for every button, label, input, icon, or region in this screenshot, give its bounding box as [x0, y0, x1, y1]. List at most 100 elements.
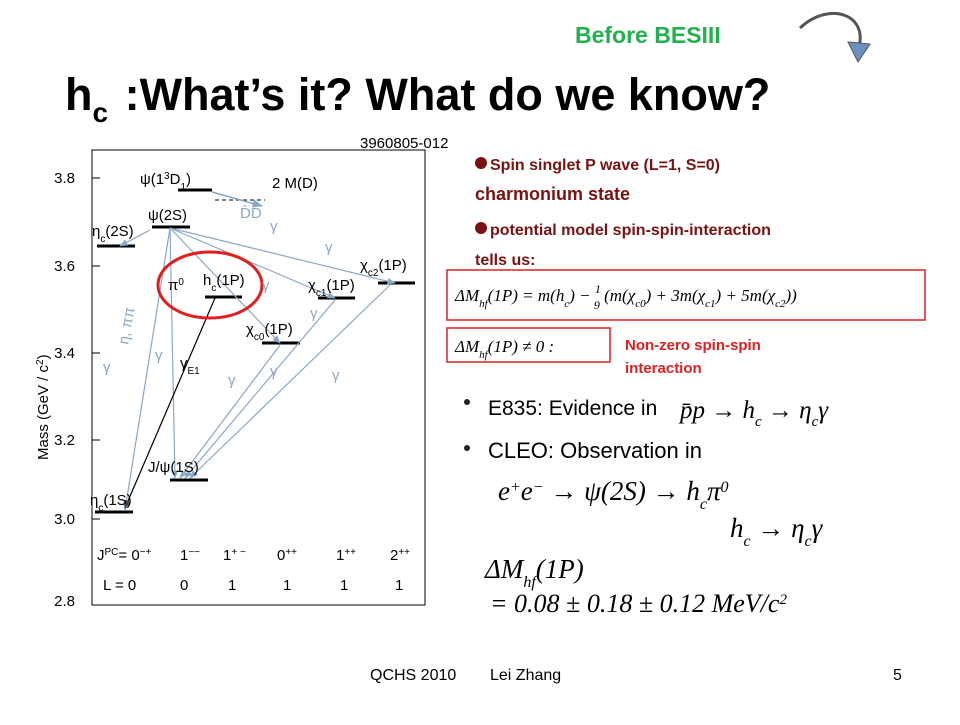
gamma: γ [155, 347, 163, 364]
y-axis-part: ) [35, 354, 52, 359]
sub: c [812, 414, 819, 430]
sub: c1 [705, 298, 715, 310]
formula2: ΔMhf(1P) ≠ 0 : [454, 337, 554, 361]
gamma: γ [332, 367, 340, 384]
sup: −+ [140, 547, 152, 558]
sub: c2 [368, 268, 379, 279]
part: e [521, 476, 533, 506]
curved-arrow [798, 11, 862, 51]
bullet-dot [464, 399, 470, 405]
sup: ++ [398, 547, 410, 558]
e835: E835: Evidence in [488, 397, 657, 420]
part: = 0 [118, 547, 139, 564]
gamma: γ [270, 218, 278, 235]
level-label: D̄D̄ [240, 205, 262, 222]
bullet-dot [464, 445, 470, 451]
sub: c [98, 503, 103, 514]
part: J [97, 547, 105, 564]
part: π [707, 476, 722, 506]
bullet: potential model spin-spin-interaction [490, 222, 771, 239]
part: h [730, 513, 744, 543]
part: L = 0 [103, 577, 136, 594]
part: 0 [277, 547, 285, 564]
cleo-line1: e+e− → ψ(2S) → hcπ0 [498, 476, 728, 513]
code: 3960805-012 [360, 135, 448, 152]
part: γ [818, 397, 829, 424]
gamma: γ [310, 305, 318, 322]
part: ) [186, 171, 191, 188]
part: → ψ(2S) → h [544, 476, 700, 506]
gamma: γ [103, 359, 111, 376]
formula-box [446, 327, 611, 363]
part: ) + 3m(χ [645, 286, 706, 305]
footer-author: Lei Zhang [490, 667, 561, 684]
part: → η [751, 513, 805, 543]
sup: 0 [178, 277, 184, 288]
part: → η [762, 397, 812, 424]
cleo: CLEO: Observation in [488, 438, 702, 463]
arrows [119, 227, 396, 511]
formula-box [446, 269, 926, 321]
part: χ [360, 257, 368, 274]
part: (1P) [326, 277, 354, 294]
denominator: 9 [594, 298, 600, 312]
level-label: 2 M(D) [272, 175, 318, 192]
y-tick: 3.8 [54, 170, 75, 187]
sub: c [700, 496, 707, 513]
part: = 0.08 ± 0.18 ± 0.12 MeV/c [490, 589, 780, 618]
level-label: ψ(13D1) [140, 171, 191, 193]
hadronic: η, ππ [115, 306, 138, 346]
part: ) − [568, 286, 595, 305]
arrow-head [847, 41, 871, 63]
bullet: tells us: [475, 252, 535, 269]
part: ) + 5m(χ [715, 286, 776, 305]
sup: 0 [720, 479, 728, 496]
part: (1P) ≠ 0 : [488, 337, 554, 356]
sub: hf [479, 349, 490, 361]
sub: c1 [316, 288, 327, 299]
part: η [92, 223, 100, 240]
y-tick: 3.4 [54, 345, 75, 362]
title-part: h [65, 69, 93, 120]
y-tick: 3.2 [54, 432, 75, 449]
sub: c [100, 234, 105, 245]
y-tick: 3.6 [54, 258, 75, 275]
sup: − [533, 479, 544, 496]
part: )) [784, 286, 797, 305]
y-axis-sup: 2 [35, 359, 46, 365]
part: γ [180, 355, 188, 372]
note: interaction [625, 360, 702, 377]
part: (1P) [264, 321, 292, 338]
part: (1P) [378, 257, 406, 274]
part: 1 [228, 577, 236, 594]
cleo-line3: ΔMhf(1P) [484, 554, 584, 591]
level-label: ηc(1S) [90, 492, 132, 514]
level-label: ψ(2S) [148, 207, 187, 224]
gamma: γ [262, 277, 270, 294]
part: 1 [395, 577, 403, 594]
footer-event: QCHS 2010 [370, 667, 456, 684]
sub: c0 [254, 332, 265, 343]
title-part: :What’s it? What do we know? [112, 69, 770, 120]
part: 0 [180, 577, 188, 594]
part: D [170, 171, 181, 188]
gamma: γ [228, 372, 236, 389]
level-label: J/ψ(1S) [148, 459, 199, 476]
sub: hf [479, 298, 490, 310]
level-label: ηc(2S) [92, 223, 134, 245]
part: (1P) [216, 272, 244, 289]
y-axis-part: Mass (GeV / c [35, 364, 52, 460]
sup: −− [188, 547, 200, 558]
sup: + − [231, 547, 246, 558]
formula1: ΔMhf(1P) = m(hc) − 1 9 (m(χc0) + 3m(χc1) … [454, 282, 797, 312]
e835-formula: p̄p → hc → ηcγ [678, 397, 829, 430]
part: h [203, 272, 211, 289]
part: 1 [180, 547, 188, 564]
bullets: Spin singlet P wave (L=1, S=0) charmoniu… [475, 157, 771, 269]
sub: c [755, 414, 762, 430]
gamma-e1: γE1 [180, 355, 200, 377]
level-label: χc2(1P) [360, 257, 407, 279]
sub: c0 [635, 298, 646, 310]
gamma: γ [270, 363, 278, 380]
